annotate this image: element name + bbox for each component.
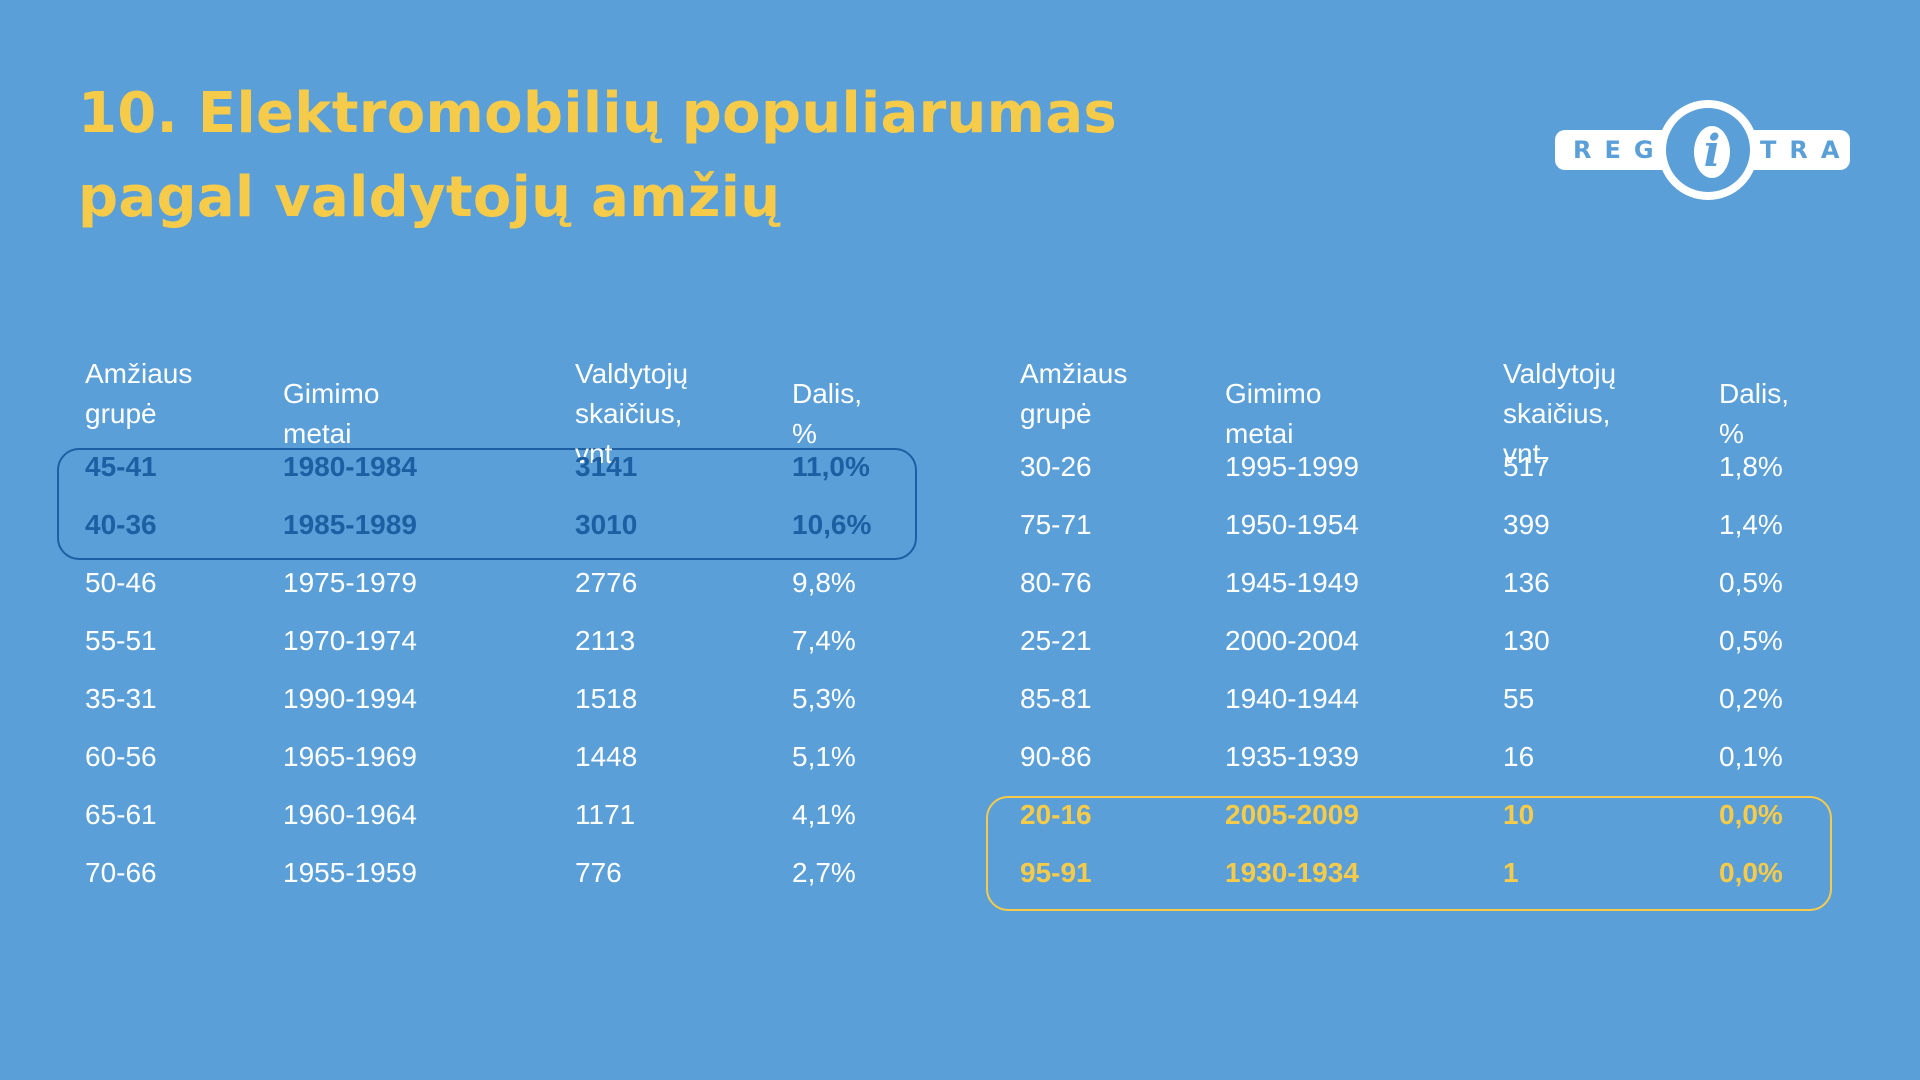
cell-share: 9,8% xyxy=(792,567,856,598)
cell-count: 1 xyxy=(1503,857,1519,888)
cell-count: 1171 xyxy=(575,799,636,830)
cell-birth: 2000-2004 xyxy=(1225,625,1359,656)
page-title: 10. Elektromobilių populiarumas pagal va… xyxy=(78,72,1117,240)
cell-age: 45-41 xyxy=(85,451,157,482)
cell-age: 25-21 xyxy=(1020,625,1092,656)
cell-share: 0,0% xyxy=(1719,857,1783,888)
cell-count: 1448 xyxy=(575,741,638,772)
cell-count: 399 xyxy=(1503,509,1550,540)
cell-birth: 1930-1934 xyxy=(1225,857,1359,888)
cell-birth: 1960-1964 xyxy=(283,799,417,830)
cell-count: 1518 xyxy=(575,683,638,714)
cell-count: 10 xyxy=(1503,799,1535,830)
cell-birth: 2005-2009 xyxy=(1225,799,1359,830)
cell-birth: 1980-1984 xyxy=(283,451,417,482)
header-count-line1: Valdytojų xyxy=(1503,358,1617,389)
cell-birth: 1935-1939 xyxy=(1225,741,1359,772)
highlight-frame-bottom-groups xyxy=(986,796,1832,911)
logo-text-left: REG xyxy=(1573,136,1667,164)
cell-count: 3010 xyxy=(575,509,638,540)
logo-text-right: TRA xyxy=(1760,136,1853,164)
cell-share: 11,0% xyxy=(792,451,870,482)
cell-share: 4,1% xyxy=(792,799,856,830)
cell-share: 0,5% xyxy=(1719,567,1783,598)
title-line-1: 10. Elektromobilių populiarumas xyxy=(78,81,1118,146)
cell-age: 90-86 xyxy=(1020,741,1092,772)
cell-age: 75-71 xyxy=(1020,509,1092,540)
header-share: Dalis, % xyxy=(1719,378,1790,449)
cell-age: 55-51 xyxy=(85,625,157,656)
header-count-line2: skaičius, vnt. xyxy=(575,398,683,469)
cell-share: 7,4% xyxy=(792,625,856,656)
cell-age: 35-31 xyxy=(85,683,157,714)
cell-count: 136 xyxy=(1503,567,1550,598)
header-count-line2: skaičius, vnt. xyxy=(1503,398,1611,469)
header-age-line2: grupė xyxy=(85,398,157,429)
cell-share: 0,5% xyxy=(1719,625,1783,656)
cell-share: 0,0% xyxy=(1719,799,1783,830)
cell-birth: 1950-1954 xyxy=(1225,509,1359,540)
header-count-line1: Valdytojų xyxy=(575,358,689,389)
cell-share: 5,3% xyxy=(792,683,856,714)
cell-birth: 1990-1994 xyxy=(283,683,417,714)
cell-birth: 1970-1974 xyxy=(283,625,417,656)
cell-birth: 1985-1989 xyxy=(283,509,417,540)
cell-birth: 1975-1979 xyxy=(283,567,417,598)
cell-birth: 1965-1969 xyxy=(283,741,417,772)
cell-birth: 1995-1999 xyxy=(1225,451,1359,482)
header-count: Valdytojų skaičius, vnt. xyxy=(575,354,688,474)
logo-i-badge xyxy=(1694,126,1730,178)
cell-birth: 1945-1949 xyxy=(1225,567,1359,598)
logo-i-icon: i xyxy=(1703,126,1721,177)
title-line-2: pagal valdytojų amžių xyxy=(78,165,781,230)
header-age-line1: Amžiaus xyxy=(85,358,193,389)
cell-count: 16 xyxy=(1503,741,1535,772)
cell-age: 20-16 xyxy=(1020,799,1092,830)
cell-count: 130 xyxy=(1503,625,1550,656)
cell-share: 2,7% xyxy=(792,857,856,888)
cell-birth: 1955-1959 xyxy=(283,857,417,888)
cell-count: 776 xyxy=(575,857,622,888)
header-age: Amžiaus grupė xyxy=(1020,354,1127,434)
cell-share: 10,6% xyxy=(792,509,872,540)
header-birth: Gimimo metai xyxy=(1225,378,1322,449)
header-age: Amžiaus grupė xyxy=(85,354,192,434)
cell-count: 517 xyxy=(1503,451,1550,482)
cell-count: 2113 xyxy=(575,625,636,656)
cell-age: 40-36 xyxy=(85,509,157,540)
cell-count: 2776 xyxy=(575,567,638,598)
header-birth: Gimimo metai xyxy=(283,378,380,449)
cell-share: 0,2% xyxy=(1719,683,1783,714)
cell-age: 80-76 xyxy=(1020,567,1092,598)
cell-birth: 1940-1944 xyxy=(1225,683,1359,714)
header-count: Valdytojų skaičius, vnt. xyxy=(1503,354,1616,474)
cell-share: 1,4% xyxy=(1719,509,1783,540)
regitra-logo: i REG TRA xyxy=(1555,100,1850,200)
header-age-line1: Amžiaus xyxy=(1020,358,1128,389)
cell-age: 70-66 xyxy=(85,857,157,888)
cell-age: 60-56 xyxy=(85,741,157,772)
highlight-frame-top-groups xyxy=(57,448,917,560)
cell-age: 85-81 xyxy=(1020,683,1092,714)
cell-age: 30-26 xyxy=(1020,451,1092,482)
cell-age: 65-61 xyxy=(85,799,157,830)
cell-count: 55 xyxy=(1503,683,1535,714)
cell-share: 0,1% xyxy=(1719,741,1783,772)
cell-count: 3141 xyxy=(575,451,638,482)
cell-share: 1,8% xyxy=(1719,451,1783,482)
cell-age: 50-46 xyxy=(85,567,157,598)
header-share: Dalis, % xyxy=(792,378,863,449)
cell-age: 95-91 xyxy=(1020,857,1092,888)
header-age-line2: grupė xyxy=(1020,398,1092,429)
cell-share: 5,1% xyxy=(792,741,856,772)
